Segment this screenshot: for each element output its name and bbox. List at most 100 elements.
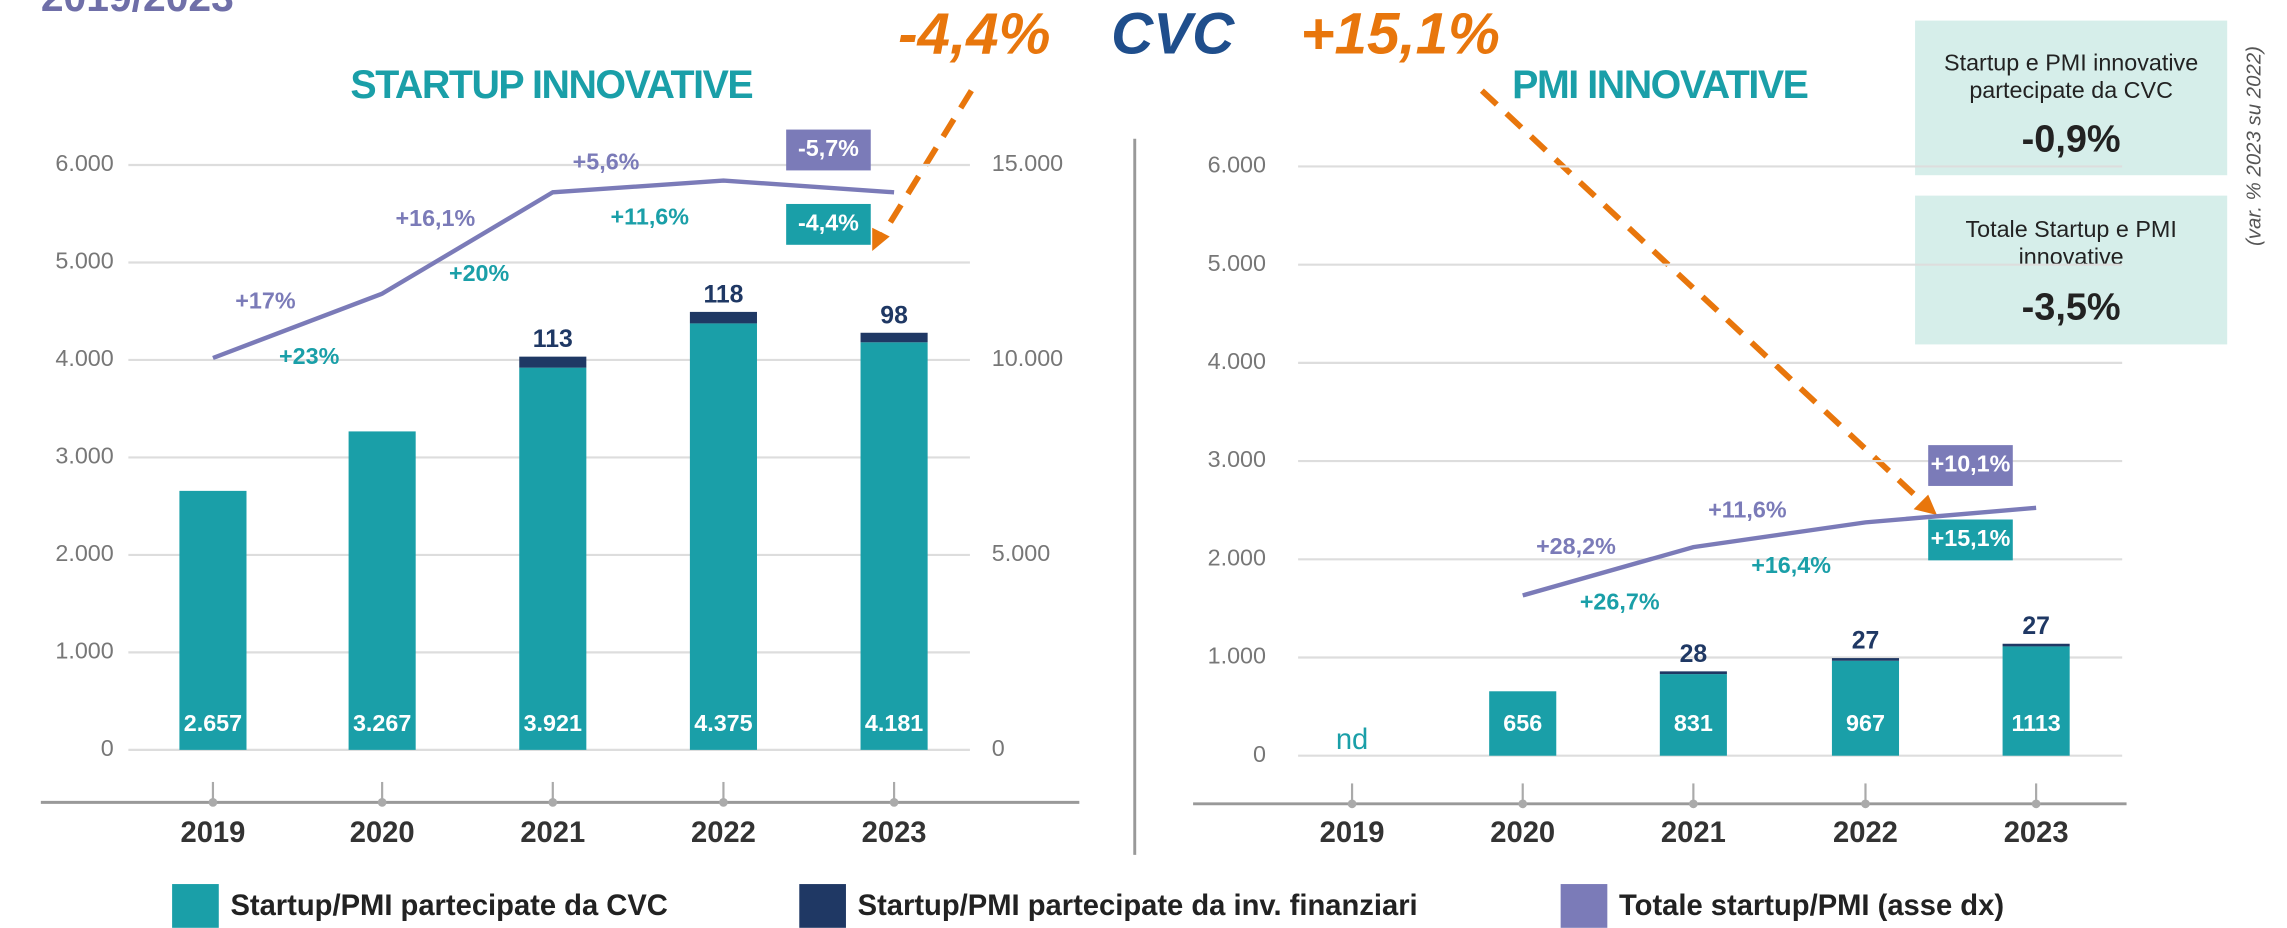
- legend-label: Startup/PMI partecipate da CVC: [230, 890, 667, 922]
- legend-swatch: [172, 884, 219, 928]
- line-change-label: +10,1%: [1931, 451, 2011, 477]
- note: (var. % 2023 su 2022): [2243, 46, 2265, 246]
- y2-tick-label: 0: [992, 735, 1005, 761]
- summary-label: Startup e PMI innovative: [1944, 50, 2198, 76]
- bar-value-label: 4.181: [865, 710, 923, 736]
- total-line: [212, 178, 895, 361]
- bar-value-label: 656: [1503, 710, 1542, 736]
- bar: [179, 490, 247, 750]
- callout-arrow: [875, 89, 974, 244]
- legend-swatch: [1560, 884, 1608, 928]
- bar: [2002, 646, 2070, 756]
- x-tick-label: 2019: [181, 817, 246, 849]
- y-tick-label: 4.000: [1208, 348, 1266, 374]
- bar-change-label: +26,7%: [1580, 589, 1660, 615]
- bar-value-label: 3.921: [524, 710, 582, 736]
- x-tick-label: 2022: [691, 817, 756, 849]
- line-change-label: +5,6%: [573, 148, 640, 174]
- arrow-head: [872, 227, 890, 252]
- line-change-label: +28,2%: [1536, 533, 1616, 559]
- change-box: [786, 203, 871, 245]
- y-tick-label: 4.000: [55, 345, 113, 371]
- y-tick-label: 0: [1253, 741, 1266, 767]
- bar: [1659, 671, 1727, 675]
- bar: [860, 332, 928, 343]
- bar-value-label: 3.267: [353, 710, 411, 736]
- bar-value-label: 98: [880, 302, 908, 329]
- x-tick-label: 2019: [1320, 817, 1385, 849]
- change-box: [1928, 445, 2013, 486]
- bar: [519, 367, 587, 750]
- x-tick-label: 2021: [520, 817, 585, 849]
- y-tick-label: 0: [101, 735, 114, 761]
- summary-label: partecipate da CVC: [1969, 77, 2173, 103]
- bar-value-label: 27: [2022, 613, 2050, 640]
- line-change-label: -5,7%: [798, 135, 859, 161]
- bar: [348, 431, 416, 750]
- bar-value-label: 2.657: [184, 710, 242, 736]
- bar-change-label: +15,1%: [1931, 525, 2011, 551]
- bar: [519, 356, 587, 368]
- x-tick-dot: [889, 798, 899, 807]
- x-tick-dot: [1347, 799, 1357, 809]
- total-line: [1522, 505, 2037, 598]
- y-tick-label: 2.000: [55, 540, 113, 566]
- x-tick-dot: [719, 798, 728, 807]
- x-tick-label: 2020: [350, 817, 415, 849]
- bar: [1831, 660, 1900, 756]
- summary-value: -3,5%: [2022, 286, 2121, 328]
- bar-value-label: 1113: [2011, 710, 2060, 736]
- y-tick-label: 5.000: [55, 248, 113, 274]
- bar-value-label: 4.375: [694, 710, 752, 736]
- change-box: [1928, 519, 2013, 561]
- line-change-label: +17%: [235, 288, 296, 314]
- callout-right: +15,1%: [1300, 2, 1499, 67]
- bar-change-label: +16,4%: [1751, 552, 1831, 578]
- line-change-label: +11,6%: [1708, 497, 1787, 523]
- y-tick-label: 2.000: [1208, 544, 1266, 570]
- summary-label: Totale Startup e PMI: [1965, 216, 2176, 242]
- bar-change-label: +23%: [279, 343, 340, 369]
- summary-value: -0,9%: [2022, 119, 2121, 161]
- bar: [689, 323, 757, 750]
- y-tick-label: 5.000: [1208, 250, 1266, 276]
- y-tick-label: 1.000: [55, 638, 113, 664]
- x-tick-label: 2023: [2004, 817, 2069, 849]
- bar-change-label: -4,4%: [798, 210, 859, 236]
- x-tick-label: 2020: [1490, 817, 1555, 849]
- x-tick-dot: [2031, 799, 2041, 809]
- bar-value-label: 831: [1674, 710, 1713, 736]
- bar: [1489, 691, 1557, 756]
- bar-value-label: 27: [1852, 628, 1880, 655]
- y2-tick-label: 10.000: [992, 345, 1063, 371]
- x-tick-label: 2022: [1833, 817, 1898, 849]
- y-tick-label: 1.000: [1208, 643, 1266, 669]
- header-title: 2019/2023: [41, 0, 234, 20]
- legend-label: Totale startup/PMI (asse dx): [1619, 890, 2004, 922]
- x-tick-dot: [1518, 799, 1528, 809]
- bar: [689, 311, 757, 324]
- x-tick-dot: [1688, 799, 1698, 809]
- x-tick-dot: [1861, 799, 1870, 809]
- summary-box: [1915, 20, 2228, 176]
- x-tick-label: 2023: [862, 817, 927, 849]
- line-change-label: +16,1%: [395, 205, 475, 231]
- y-tick-label: 6.000: [1208, 152, 1266, 178]
- bar: [1659, 674, 1727, 756]
- y-tick-label: 3.000: [1208, 446, 1266, 472]
- bar-value-label: 967: [1846, 710, 1885, 736]
- bar-value-label: 118: [703, 281, 743, 308]
- bar-value-label: 113: [533, 326, 573, 353]
- y-tick-label: 6.000: [55, 150, 113, 176]
- arrow-head: [1913, 494, 1937, 516]
- x-tick-label: 2021: [1661, 817, 1726, 849]
- bar: [2002, 643, 2070, 647]
- no-data-label: nd: [1336, 724, 1368, 756]
- bar-change-label: +20%: [449, 260, 510, 286]
- legend-label: Startup/PMI partecipate da inv. finanzia…: [858, 890, 1418, 922]
- callout-center: CVC: [1111, 2, 1235, 67]
- panel-title: PMI INNOVATIVE: [1512, 63, 1808, 107]
- callout-left: -4,4%: [898, 2, 1050, 67]
